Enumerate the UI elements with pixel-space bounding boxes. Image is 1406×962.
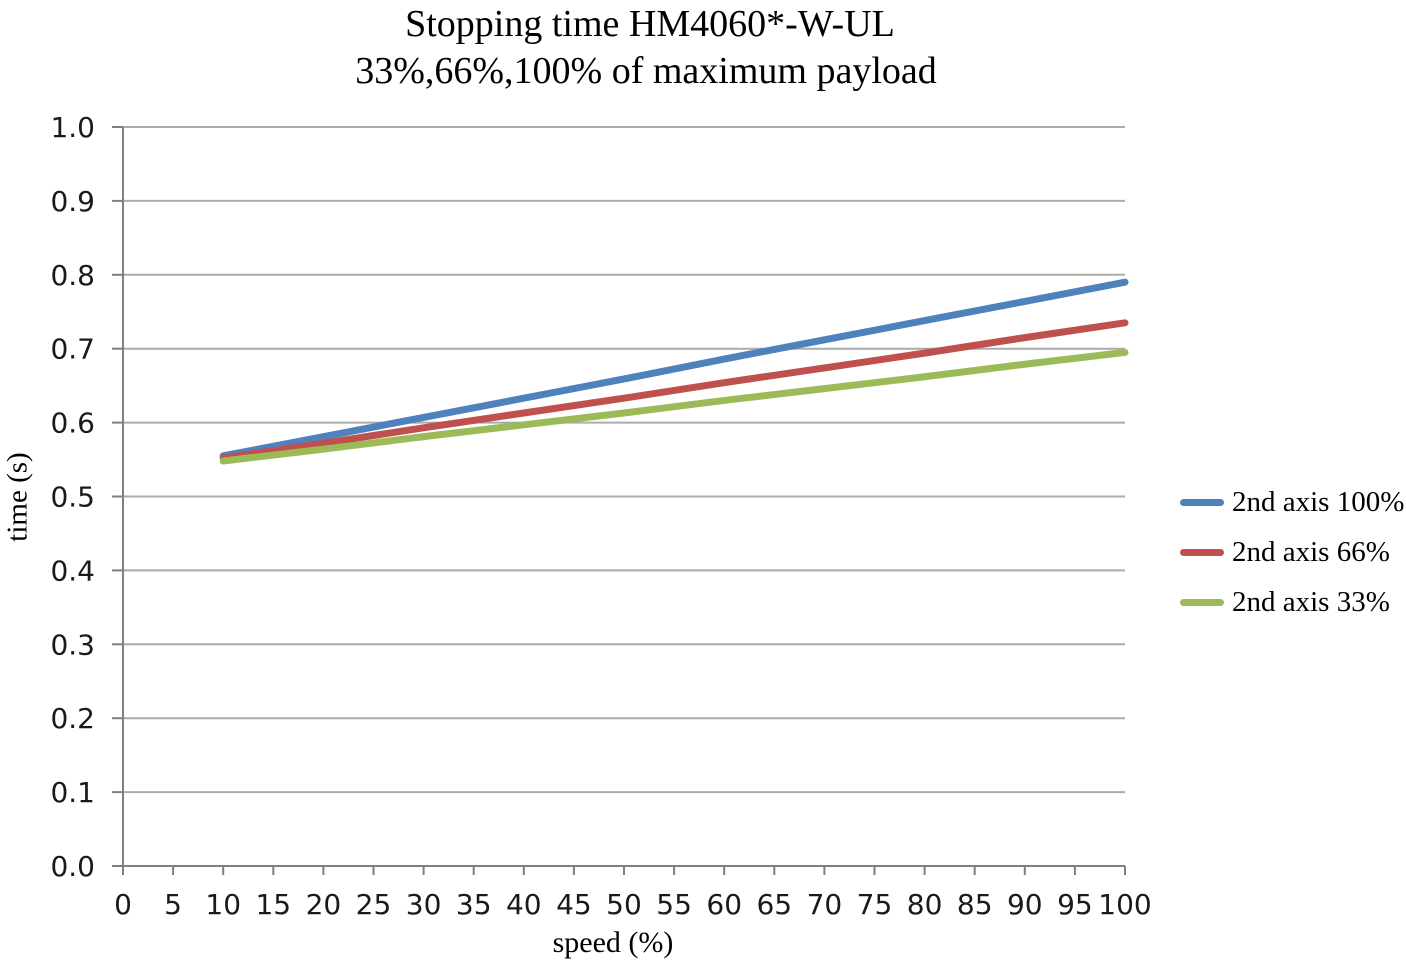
y-tick-label: 0.2 [50, 702, 95, 735]
x-tick-label: 55 [656, 888, 692, 921]
x-tick-label: 45 [556, 888, 592, 921]
legend-item-0: 2nd axis 100% [1180, 477, 1404, 527]
y-tick-label: 0.4 [50, 554, 95, 587]
y-tick-label: 0.9 [50, 185, 95, 218]
x-tick-label: 95 [1057, 888, 1093, 921]
x-tick-label: 80 [907, 888, 943, 921]
legend: 2nd axis 100% 2nd axis 66% 2nd axis 33% [1180, 477, 1404, 627]
x-tick-label: 10 [205, 888, 241, 921]
x-tick-label: 70 [807, 888, 843, 921]
chart-subtitle: 33%,66%,100% of maximum payload [355, 50, 937, 92]
x-tick-label: 50 [606, 888, 642, 921]
y-axis-title: time (s) [1, 452, 34, 542]
chart-title: Stopping time HM4060*-W-UL [405, 3, 895, 45]
x-tick-label: 85 [957, 888, 993, 921]
y-tick-label: 0.6 [50, 407, 95, 440]
legend-label-0: 2nd axis 100% [1232, 485, 1405, 518]
x-tick-label: 15 [255, 888, 291, 921]
series-line-0 [219, 278, 1129, 460]
x-tick-label: 65 [756, 888, 792, 921]
x-tick-label: 5 [164, 888, 182, 921]
y-tick-label: 0.8 [50, 259, 95, 292]
legend-swatch-1 [1180, 548, 1224, 556]
y-tick-label: 1.0 [50, 111, 95, 144]
y-tick-label: 0.7 [50, 333, 95, 366]
legend-item-1: 2nd axis 66% [1180, 527, 1404, 577]
x-tick-label: 30 [406, 888, 442, 921]
y-tick-label: 0.5 [50, 481, 95, 514]
x-tick-label: 20 [306, 888, 342, 921]
series-line-2 [219, 348, 1129, 465]
x-tick-label: 40 [506, 888, 542, 921]
x-tick-label: 25 [356, 888, 392, 921]
legend-label-2: 2nd axis 33% [1232, 585, 1390, 618]
x-tick-label: 100 [1098, 888, 1151, 921]
legend-label-1: 2nd axis 66% [1232, 535, 1390, 568]
y-tick-label: 0.3 [50, 628, 95, 661]
x-axis-title: speed (%) [552, 926, 674, 959]
x-tick-label: 60 [706, 888, 742, 921]
x-tick-label: 0 [114, 888, 132, 921]
series-line-1 [219, 319, 1129, 462]
legend-swatch-2 [1180, 598, 1224, 606]
legend-swatch-0 [1180, 498, 1224, 506]
legend-item-2: 2nd axis 33% [1180, 577, 1404, 627]
x-tick-label: 75 [857, 888, 893, 921]
x-tick-label: 35 [456, 888, 492, 921]
y-tick-label: 0.1 [50, 776, 95, 809]
x-tick-label: 90 [1007, 888, 1043, 921]
y-tick-label: 0.0 [50, 850, 95, 883]
